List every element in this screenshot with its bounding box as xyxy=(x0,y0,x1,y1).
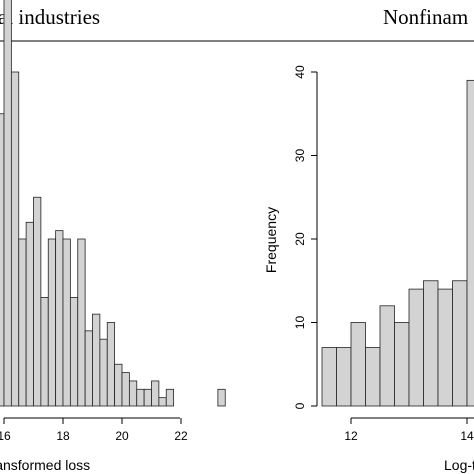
right-x-tick-label: 12 xyxy=(344,429,358,443)
right-histogram-bar xyxy=(379,305,395,407)
left-histogram-bar xyxy=(77,238,86,407)
left-histogram-bar xyxy=(92,313,101,407)
right-y-tick-label: 10 xyxy=(293,316,307,330)
left-histogram-bar xyxy=(47,238,57,407)
left-histogram-bar xyxy=(128,380,138,407)
left-histogram-bar xyxy=(3,0,12,407)
left-histogram-bar xyxy=(151,380,160,407)
right-histogram-bar xyxy=(365,347,381,407)
left-histogram-bar xyxy=(25,221,34,407)
right-y-tick-label: 40 xyxy=(293,65,307,79)
left-histogram-bar xyxy=(136,388,145,407)
right-histogram-bar xyxy=(408,288,424,407)
right-histogram-bar xyxy=(350,322,366,407)
left-histogram-bar xyxy=(165,388,175,407)
left-histogram-bar xyxy=(40,297,49,407)
left-histogram-bar xyxy=(18,238,27,407)
left-x-tick-label: 22 xyxy=(174,429,188,443)
right-histogram-bar xyxy=(423,280,439,407)
left-x-tick-label: 18 xyxy=(56,429,70,443)
right-histogram-bar xyxy=(321,347,337,407)
left-histogram-bar xyxy=(114,363,123,407)
left-histogram-bar xyxy=(62,238,71,407)
left-histogram-bar xyxy=(106,322,116,407)
right-x-axis-label: Log-t xyxy=(444,457,474,473)
left-histogram-bars xyxy=(0,0,226,407)
right-y-axis-label: Frequency xyxy=(263,207,279,273)
left-histogram-bar xyxy=(33,196,42,407)
right-histogram-bar xyxy=(394,322,410,407)
left-histogram-bar xyxy=(84,330,93,407)
right-histogram-bar xyxy=(336,347,352,407)
right-y-tick-label: 30 xyxy=(293,149,307,163)
left-histogram-bar xyxy=(158,397,167,407)
right-y-ticks: 0 10 20 30 40 xyxy=(293,65,317,409)
right-x-tick-label: 14 xyxy=(460,429,474,443)
right-panel-title: Nonfinam xyxy=(383,5,468,29)
right-x-ticks: 121416 xyxy=(344,418,474,443)
right-y-tick-label: 0 xyxy=(293,402,307,409)
left-histogram-bar xyxy=(10,71,20,407)
left-histogram-bar xyxy=(99,338,108,407)
right-histogram-bar xyxy=(466,79,474,407)
left-histogram-bar xyxy=(143,388,152,407)
left-x-axis-label: -transformed loss xyxy=(0,457,90,473)
left-x-ticks: 16 18 20 22 xyxy=(0,418,188,443)
right-y-tick-label: 20 xyxy=(293,232,307,246)
left-x-tick-label: 20 xyxy=(115,429,129,443)
left-panel-title: al industries xyxy=(0,5,100,29)
left-histogram-bar xyxy=(121,372,130,407)
left-histogram-bar xyxy=(55,230,64,407)
right-histogram-bars xyxy=(321,79,474,407)
left-histogram-bar xyxy=(0,113,5,407)
left-histogram-bar xyxy=(217,388,226,407)
right-histogram-bar xyxy=(437,288,453,407)
right-histogram-bar xyxy=(452,280,468,407)
left-histogram-bar xyxy=(69,297,79,407)
left-x-tick-label: 16 xyxy=(0,429,11,443)
left-histogram: 16 18 20 22 -transformed loss xyxy=(0,0,226,473)
